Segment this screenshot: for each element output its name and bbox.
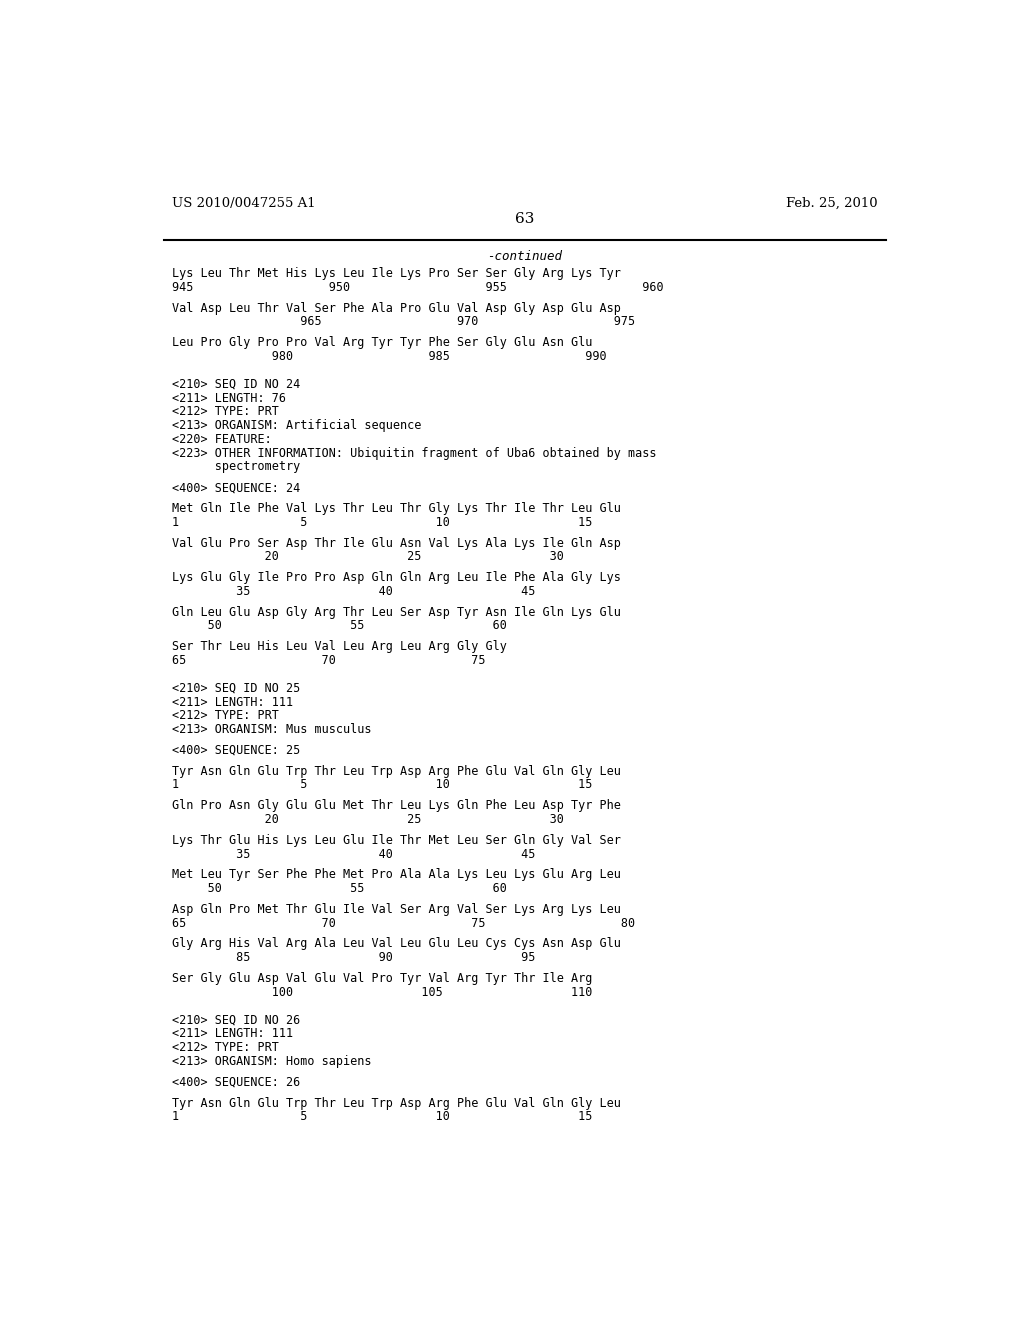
Text: -continued: -continued	[487, 249, 562, 263]
Text: Gln Pro Asn Gly Glu Glu Met Thr Leu Lys Gln Phe Leu Asp Tyr Phe: Gln Pro Asn Gly Glu Glu Met Thr Leu Lys …	[172, 799, 621, 812]
Text: 1                 5                  10                  15: 1 5 10 15	[172, 516, 592, 529]
Text: <213> ORGANISM: Mus musculus: <213> ORGANISM: Mus musculus	[172, 723, 371, 737]
Text: <223> OTHER INFORMATION: Ubiquitin fragment of Uba6 obtained by mass: <223> OTHER INFORMATION: Ubiquitin fragm…	[172, 446, 656, 459]
Text: <210> SEQ ID NO 26: <210> SEQ ID NO 26	[172, 1014, 300, 1027]
Text: 1                 5                  10                  15: 1 5 10 15	[172, 779, 592, 792]
Text: Met Leu Tyr Ser Phe Phe Met Pro Ala Ala Lys Leu Lys Glu Arg Leu: Met Leu Tyr Ser Phe Phe Met Pro Ala Ala …	[172, 869, 621, 882]
Text: <211> LENGTH: 111: <211> LENGTH: 111	[172, 696, 293, 709]
Text: Tyr Asn Gln Glu Trp Thr Leu Trp Asp Arg Phe Glu Val Gln Gly Leu: Tyr Asn Gln Glu Trp Thr Leu Trp Asp Arg …	[172, 764, 621, 777]
Text: Gln Leu Glu Asp Gly Arg Thr Leu Ser Asp Tyr Asn Ile Gln Lys Glu: Gln Leu Glu Asp Gly Arg Thr Leu Ser Asp …	[172, 606, 621, 619]
Text: <212> TYPE: PRT: <212> TYPE: PRT	[172, 405, 279, 418]
Text: 65                   70                   75                   80: 65 70 75 80	[172, 916, 635, 929]
Text: <400> SEQUENCE: 24: <400> SEQUENCE: 24	[172, 480, 300, 494]
Text: Feb. 25, 2010: Feb. 25, 2010	[786, 197, 878, 210]
Text: Ser Gly Glu Asp Val Glu Val Pro Tyr Val Arg Tyr Thr Ile Arg: Ser Gly Glu Asp Val Glu Val Pro Tyr Val …	[172, 972, 592, 985]
Text: 20                  25                  30: 20 25 30	[172, 550, 563, 564]
Text: Asp Gln Pro Met Thr Glu Ile Val Ser Arg Val Ser Lys Arg Lys Leu: Asp Gln Pro Met Thr Glu Ile Val Ser Arg …	[172, 903, 621, 916]
Text: 50                  55                  60: 50 55 60	[172, 619, 507, 632]
Text: 965                   970                   975: 965 970 975	[172, 315, 635, 329]
Text: 85                  90                  95: 85 90 95	[172, 952, 535, 964]
Text: Ser Thr Leu His Leu Val Leu Arg Leu Arg Gly Gly: Ser Thr Leu His Leu Val Leu Arg Leu Arg …	[172, 640, 507, 653]
Text: 35                  40                  45: 35 40 45	[172, 585, 535, 598]
Text: 100                  105                  110: 100 105 110	[172, 986, 592, 999]
Text: 980                   985                   990: 980 985 990	[172, 350, 606, 363]
Text: Val Glu Pro Ser Asp Thr Ile Glu Asn Val Lys Ala Lys Ile Gln Asp: Val Glu Pro Ser Asp Thr Ile Glu Asn Val …	[172, 536, 621, 549]
Text: <213> ORGANISM: Artificial sequence: <213> ORGANISM: Artificial sequence	[172, 420, 421, 432]
Text: <212> TYPE: PRT: <212> TYPE: PRT	[172, 1041, 279, 1055]
Text: spectrometry: spectrometry	[172, 461, 300, 474]
Text: <400> SEQUENCE: 26: <400> SEQUENCE: 26	[172, 1076, 300, 1089]
Text: Gly Arg His Val Arg Ala Leu Val Leu Glu Leu Cys Cys Asn Asp Glu: Gly Arg His Val Arg Ala Leu Val Leu Glu …	[172, 937, 621, 950]
Text: US 2010/0047255 A1: US 2010/0047255 A1	[172, 197, 315, 210]
Text: <210> SEQ ID NO 25: <210> SEQ ID NO 25	[172, 682, 300, 694]
Text: <220> FEATURE:: <220> FEATURE:	[172, 433, 271, 446]
Text: <211> LENGTH: 76: <211> LENGTH: 76	[172, 392, 286, 405]
Text: <400> SEQUENCE: 25: <400> SEQUENCE: 25	[172, 744, 300, 756]
Text: <213> ORGANISM: Homo sapiens: <213> ORGANISM: Homo sapiens	[172, 1055, 371, 1068]
Text: 35                  40                  45: 35 40 45	[172, 847, 535, 861]
Text: Leu Pro Gly Pro Pro Val Arg Tyr Tyr Phe Ser Gly Glu Asn Glu: Leu Pro Gly Pro Pro Val Arg Tyr Tyr Phe …	[172, 337, 592, 350]
Text: 63: 63	[515, 213, 535, 226]
Text: <211> LENGTH: 111: <211> LENGTH: 111	[172, 1027, 293, 1040]
Text: 65                   70                   75: 65 70 75	[172, 653, 485, 667]
Text: Lys Leu Thr Met His Lys Leu Ile Lys Pro Ser Ser Gly Arg Lys Tyr: Lys Leu Thr Met His Lys Leu Ile Lys Pro …	[172, 267, 621, 280]
Text: 945                   950                   955                   960: 945 950 955 960	[172, 281, 664, 294]
Text: <212> TYPE: PRT: <212> TYPE: PRT	[172, 709, 279, 722]
Text: Lys Thr Glu His Lys Leu Glu Ile Thr Met Leu Ser Gln Gly Val Ser: Lys Thr Glu His Lys Leu Glu Ile Thr Met …	[172, 834, 621, 847]
Text: <210> SEQ ID NO 24: <210> SEQ ID NO 24	[172, 378, 300, 391]
Text: 1                 5                  10                  15: 1 5 10 15	[172, 1110, 592, 1123]
Text: Met Gln Ile Phe Val Lys Thr Leu Thr Gly Lys Thr Ile Thr Leu Glu: Met Gln Ile Phe Val Lys Thr Leu Thr Gly …	[172, 502, 621, 515]
Text: Lys Glu Gly Ile Pro Pro Asp Gln Gln Arg Leu Ile Phe Ala Gly Lys: Lys Glu Gly Ile Pro Pro Asp Gln Gln Arg …	[172, 572, 621, 583]
Text: 20                  25                  30: 20 25 30	[172, 813, 563, 826]
Text: Tyr Asn Gln Glu Trp Thr Leu Trp Asp Arg Phe Glu Val Gln Gly Leu: Tyr Asn Gln Glu Trp Thr Leu Trp Asp Arg …	[172, 1097, 621, 1110]
Text: 50                  55                  60: 50 55 60	[172, 882, 507, 895]
Text: Val Asp Leu Thr Val Ser Phe Ala Pro Glu Val Asp Gly Asp Glu Asp: Val Asp Leu Thr Val Ser Phe Ala Pro Glu …	[172, 302, 621, 314]
